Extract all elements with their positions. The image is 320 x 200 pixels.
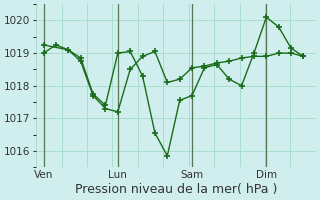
X-axis label: Pression niveau de la mer( hPa ): Pression niveau de la mer( hPa ) — [75, 183, 277, 196]
